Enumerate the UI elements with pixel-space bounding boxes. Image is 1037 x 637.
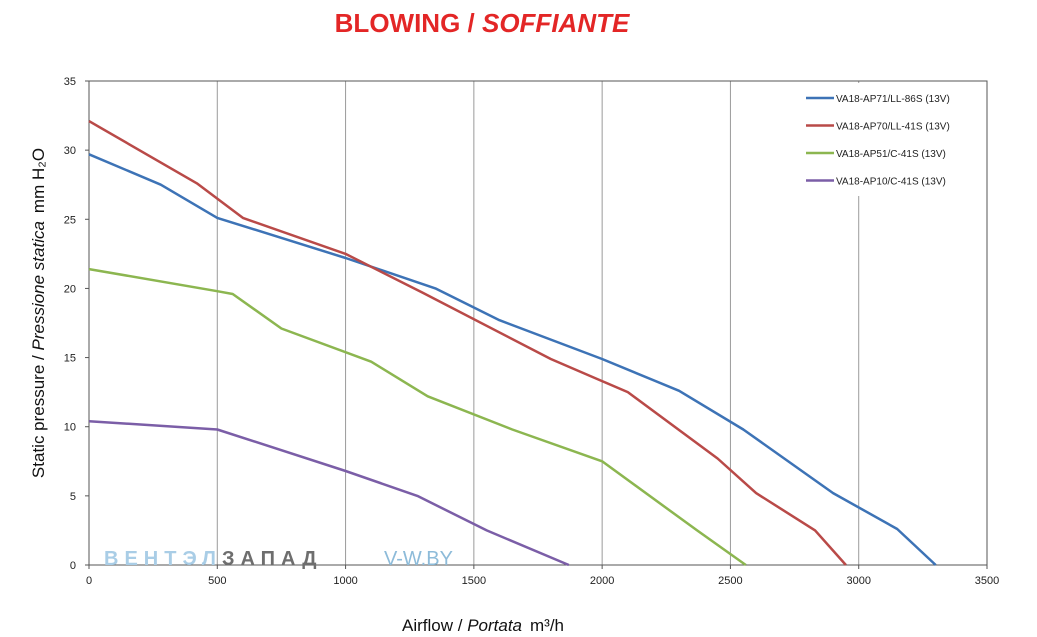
x-axis-separator: / [453, 616, 467, 635]
y-tick-label: 25 [64, 214, 76, 226]
axis-ticks: 0 500 1000 1500 2000 2500 3000 3500 0 5 10 15 20 25 30… [64, 76, 999, 587]
x-tick-label: 500 [208, 575, 226, 587]
series-line [88, 120, 847, 566]
y-tick-label: 15 [64, 353, 76, 365]
y-tick-label: 35 [64, 76, 76, 88]
watermark-site: V-W.BY [384, 548, 453, 570]
x-tick-label: 1000 [333, 575, 357, 587]
series-line [88, 267, 747, 567]
chart-title: BLOWING / SOFFIANTE [335, 8, 630, 38]
legend-label: VA18-AP10/C-41S (13V) [836, 177, 946, 188]
legend-box [782, 83, 982, 196]
y-tick-label: 10 [64, 422, 76, 434]
series-line [88, 153, 937, 566]
y-axis-label-italic: Pressione statica [29, 221, 48, 350]
legend: VA18-AP71/LL-86S (13V) VA18-AP70/LL-41S (… [782, 83, 982, 196]
grid-lines [216, 81, 860, 565]
x-axis-label: Airflow [402, 616, 454, 635]
chart-title-italic: SOFFIANTE [482, 8, 630, 38]
x-axis-label-italic: Portata [467, 616, 522, 635]
x-tick-label: 3500 [975, 575, 999, 587]
y-axis-label: Static pressure [29, 365, 48, 478]
watermark-brand-part1: ВЕНТЭЛ [104, 548, 222, 570]
watermark-logo: ВЕНТЭЛЗАПАД [104, 548, 322, 570]
y-tick-label: 0 [70, 560, 76, 572]
x-tick-label: 1500 [462, 575, 486, 587]
legend-label: VA18-AP70/LL-41S (13V) [836, 122, 950, 133]
y-tick-label: 5 [70, 491, 76, 503]
x-tick-label: 3000 [846, 575, 870, 587]
y-axis-unit: mm H₂O [29, 148, 48, 213]
chart-title-separator: / [460, 8, 482, 38]
series-lines [88, 120, 937, 567]
watermark: ВЕНТЭЛЗАПАД V-W.BY [104, 548, 453, 570]
x-tick-label: 2000 [590, 575, 614, 587]
legend-label: VA18-AP71/LL-86S (13V) [836, 94, 950, 105]
x-axis-title: Airflow / Portata m³/h [402, 616, 564, 635]
y-axis-separator: / [29, 351, 48, 365]
x-tick-label: 2500 [718, 575, 742, 587]
y-tick-label: 20 [64, 283, 76, 295]
watermark-brand-part2: ЗАПАД [222, 548, 323, 570]
plot-frame [88, 80, 988, 566]
series-line [88, 419, 570, 567]
y-axis-title: Static pressure / Pressione statica mm H₂… [29, 148, 48, 478]
x-tick-label: 0 [86, 575, 92, 587]
x-axis-unit: m³/h [530, 616, 564, 635]
chart-title-main: BLOWING [335, 8, 461, 38]
y-tick-label: 30 [64, 145, 76, 157]
legend-label: VA18-AP51/C-41S (13V) [836, 149, 946, 160]
